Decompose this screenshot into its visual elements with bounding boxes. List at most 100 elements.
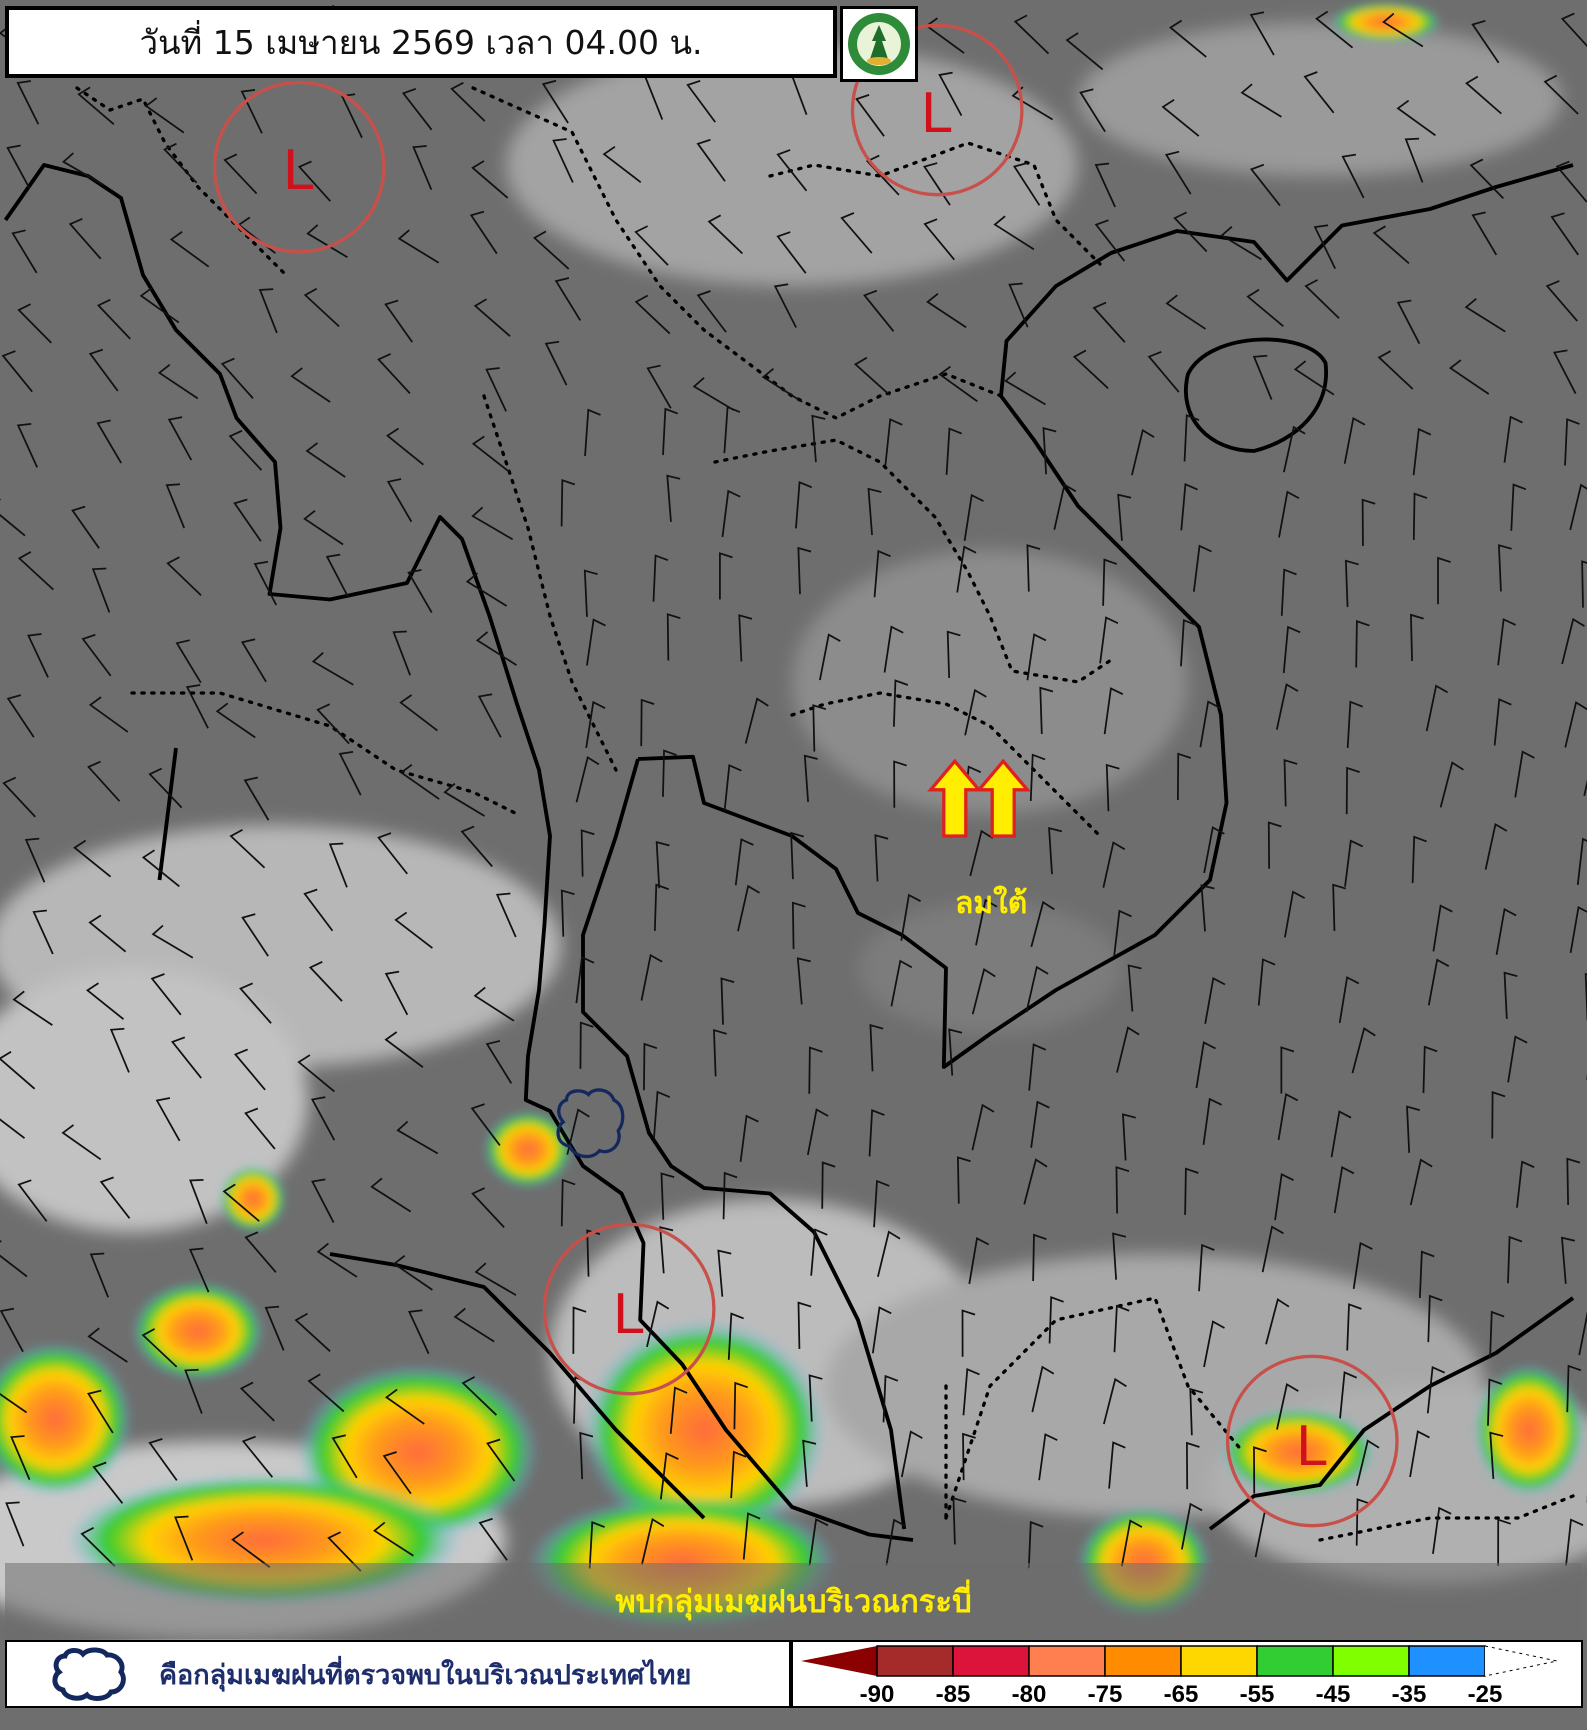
wind-barb <box>253 560 278 606</box>
wind-barb <box>1471 19 1500 64</box>
wind-barb <box>666 474 681 522</box>
wind-barb <box>141 849 180 888</box>
wind-barb <box>243 776 270 821</box>
wind-barb <box>473 986 515 1022</box>
wind-barb <box>1008 282 1029 328</box>
wind-barb <box>971 1103 995 1151</box>
wind-barb <box>1464 297 1506 333</box>
wind-barb <box>1220 226 1262 261</box>
wind-barb <box>475 631 517 666</box>
wind-barb <box>87 1327 128 1363</box>
wind-barb <box>71 505 100 549</box>
wind-barb <box>73 839 112 878</box>
wind-barb <box>719 552 733 600</box>
wind-barb <box>1410 613 1424 662</box>
wind-barb <box>1489 1310 1505 1359</box>
wind-barb <box>957 1156 971 1204</box>
wind-barb <box>89 1252 109 1298</box>
wind-barb <box>96 298 131 340</box>
wind-barb <box>1202 1097 1222 1146</box>
wind-barb <box>220 357 254 399</box>
wind-barb <box>163 142 198 184</box>
wind-barb <box>1283 758 1298 807</box>
wind-barb <box>450 81 486 122</box>
wind-barb <box>1555 160 1587 203</box>
svg-text:L: L <box>921 81 953 145</box>
wind-barb <box>863 289 895 332</box>
scale-tick-label: -75 <box>1088 1681 1123 1706</box>
wind-barb <box>900 1430 923 1478</box>
wind-barb <box>109 1027 130 1073</box>
wind-barb <box>968 1237 990 1285</box>
wind-barb <box>885 1518 907 1566</box>
wind-barb <box>1315 10 1354 49</box>
wind-barb <box>471 160 509 199</box>
up-arrow-icon <box>975 758 1031 838</box>
wind-barb <box>311 1178 335 1223</box>
wind-barb <box>1355 620 1370 668</box>
wind-barb <box>1094 162 1116 208</box>
wind-barb <box>853 356 891 396</box>
wind-barb <box>1275 683 1299 730</box>
wind-barb <box>0 1393 28 1414</box>
wind-barb <box>223 153 258 195</box>
wind-barb <box>1013 14 1050 55</box>
scale-tick-label: -80 <box>1012 1681 1047 1706</box>
scale-swatch <box>1104 1645 1182 1677</box>
wind-barb <box>148 767 183 809</box>
wind-barb <box>808 1046 823 1094</box>
wind-barb <box>1372 225 1410 265</box>
wind-barb <box>485 1040 513 1084</box>
wind-barb <box>233 1048 266 1091</box>
wind-barb <box>1427 958 1450 1006</box>
wind-barb <box>646 364 672 409</box>
wind-barb <box>1487 1378 1503 1426</box>
wind-barb <box>884 418 903 466</box>
wind-barb <box>1267 821 1282 869</box>
wind-barb <box>1117 493 1132 541</box>
wind-barb <box>640 698 655 747</box>
wind-barb <box>717 1249 732 1297</box>
svg-text:L: L <box>283 138 315 202</box>
scale-tick-label: -35 <box>1392 1681 1427 1706</box>
wind-barb <box>1027 1520 1044 1569</box>
wind-barb <box>1198 1243 1215 1292</box>
wind-barb <box>720 977 735 1025</box>
wind-barb <box>945 427 963 475</box>
wind-barb <box>575 756 600 803</box>
wind-barb <box>399 694 438 732</box>
wind-barb <box>16 80 40 125</box>
wind-barb <box>566 1108 590 1155</box>
wind-barb <box>948 1028 963 1076</box>
scale-tick-label: -90 <box>860 1681 895 1706</box>
wind-barb <box>1412 427 1432 476</box>
wind-barb <box>17 1179 48 1222</box>
wind-barb <box>738 614 753 662</box>
wind-barb <box>184 1368 203 1414</box>
wind-barb <box>1543 74 1579 115</box>
wind-barb <box>692 377 735 411</box>
wind-barb <box>0 1240 28 1278</box>
wind-barb <box>240 89 263 134</box>
wind-barb <box>170 1036 202 1079</box>
page-title: วันที่ 15 เมษายน 2569 เวลา 04.00 น. <box>139 22 703 62</box>
wind-barb <box>660 1172 675 1220</box>
wind-barb <box>297 160 331 202</box>
wind-barb <box>1048 826 1063 875</box>
wind-barb <box>1176 752 1192 801</box>
wind-barb <box>1108 1441 1126 1489</box>
wind-barb <box>471 435 511 473</box>
wind-barb <box>1361 498 1376 546</box>
wind-barb <box>1448 359 1490 395</box>
scale-swatch <box>1408 1645 1486 1677</box>
wind-barb <box>890 959 913 1007</box>
wind-barb <box>722 1171 738 1220</box>
wind-barb <box>290 367 331 403</box>
wind-barb <box>572 1306 587 1354</box>
wind-barb <box>1199 700 1221 748</box>
wind-barb <box>0 1307 24 1353</box>
wind-barb <box>1516 1160 1535 1208</box>
wind-barb <box>1432 1506 1452 1555</box>
wind-barb <box>384 1031 424 1068</box>
wind-barb <box>1025 965 1049 1013</box>
